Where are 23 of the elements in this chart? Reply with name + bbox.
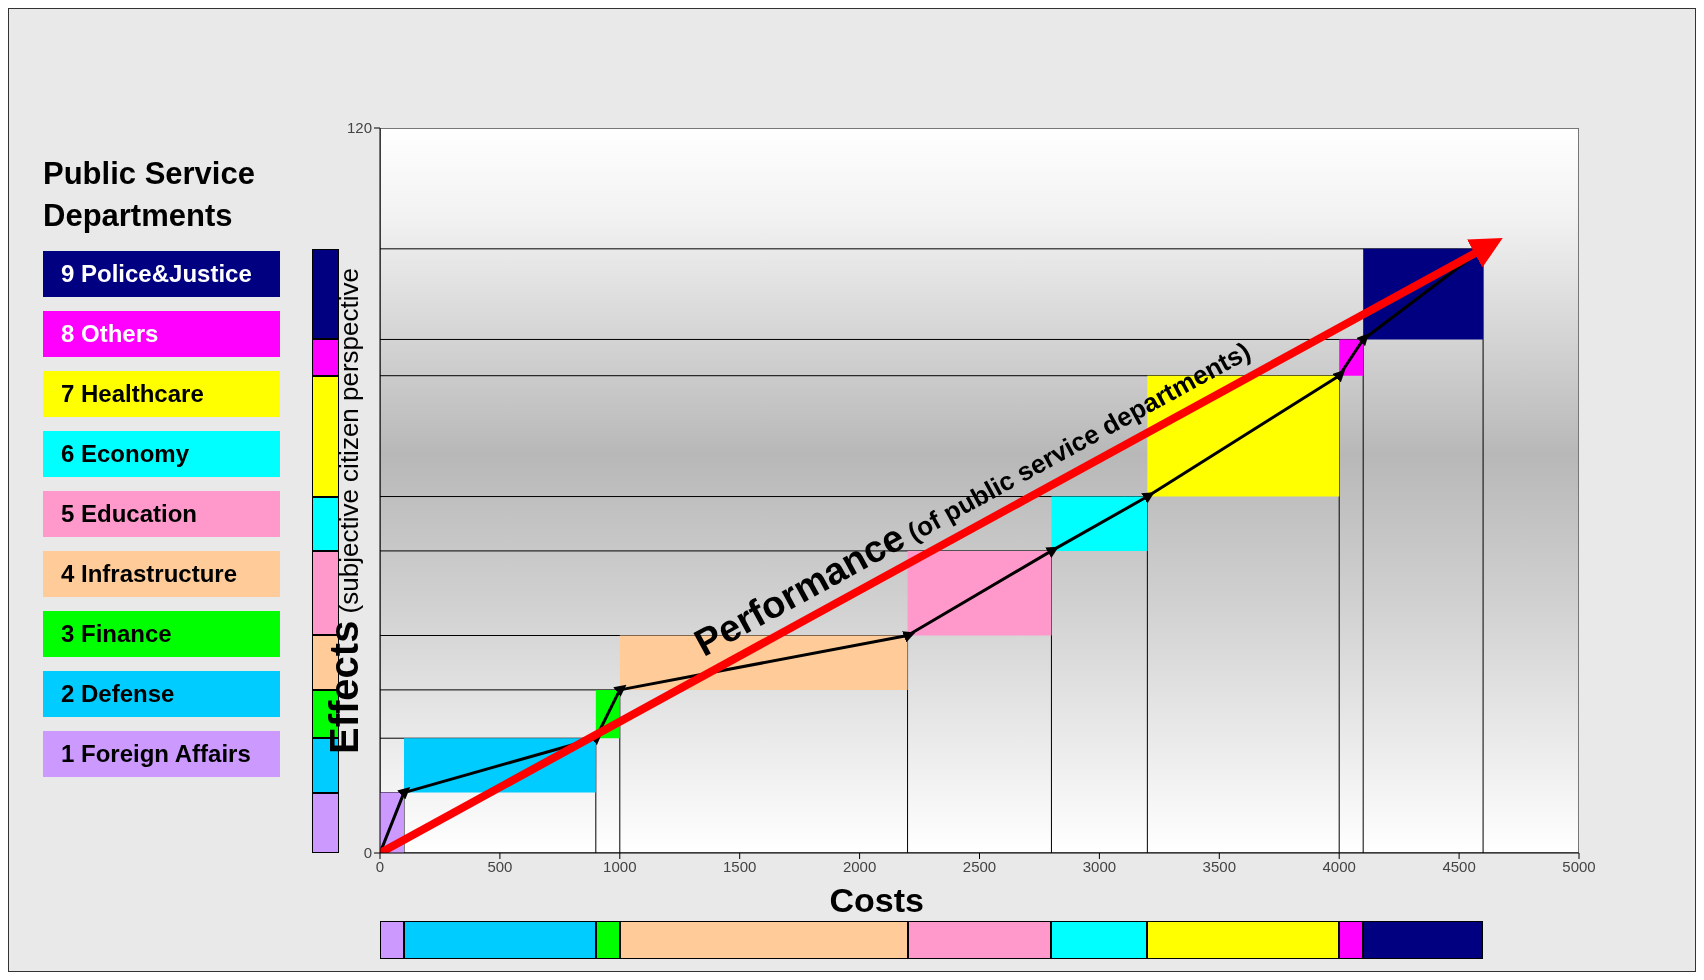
text: 4 Infrastructure — [43, 551, 280, 597]
text: 9 Police&Justice — [43, 251, 280, 297]
x-tick-label: 3000 — [1082, 857, 1117, 875]
text: 8 Others — [43, 311, 280, 357]
text: 3 Finance — [43, 611, 280, 657]
text: 1 Foreign Affairs — [43, 731, 280, 777]
x-tick-label: 500 — [487, 857, 513, 875]
x-tick-label: 2000 — [842, 857, 877, 875]
x-tick-label: 5000 — [1562, 857, 1596, 875]
text: 7 Healthcare — [43, 371, 280, 417]
x-tick-label: 0 — [375, 857, 385, 875]
x-tick-label: 4500 — [1442, 857, 1476, 875]
text: 2 Defense — [43, 671, 280, 717]
y-tick-label: 120 — [346, 119, 372, 137]
text: 5 Education — [43, 491, 280, 537]
x-tick-label: 1000 — [603, 857, 637, 875]
x-tick-label: 3500 — [1202, 857, 1236, 875]
legend-title: Public Service Departments — [43, 155, 256, 235]
x-tick-label: 4000 — [1322, 857, 1356, 875]
x-tick-label: 2500 — [962, 857, 997, 875]
x-axis-title: Costs — [829, 881, 924, 919]
text: 6 Economy — [43, 431, 280, 477]
x-tick-label: 1500 — [723, 857, 757, 875]
